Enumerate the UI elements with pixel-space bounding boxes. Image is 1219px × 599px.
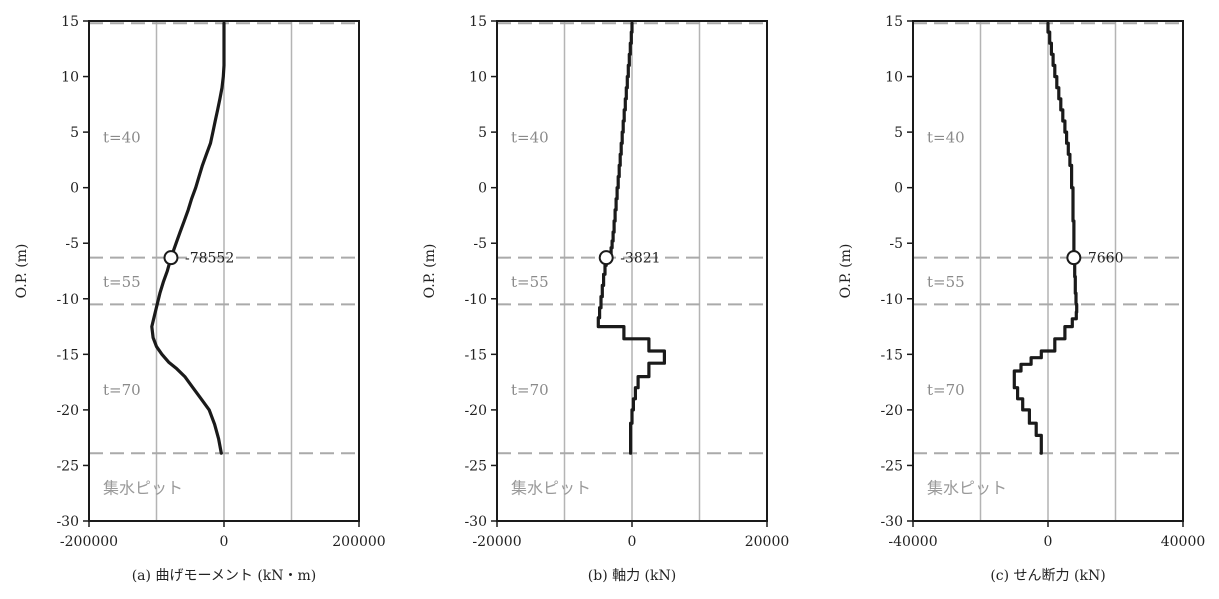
- zone-label: t=70: [103, 381, 141, 399]
- y-tick-label: 5: [478, 125, 487, 141]
- y-tick-label: -25: [880, 458, 903, 474]
- chart-caption: (a) 曲げモーメント (kN・m): [132, 568, 317, 584]
- pit-label: 集水ピット: [927, 479, 1007, 498]
- y-tick-label: -10: [464, 292, 487, 308]
- pit-label: 集水ピット: [103, 479, 183, 498]
- x-tick-label: 0: [220, 534, 229, 550]
- y-tick-label: -30: [56, 514, 79, 530]
- y-tick-label: 0: [70, 181, 79, 197]
- zone-label: t=55: [103, 273, 141, 291]
- x-tick-label: -40000: [888, 534, 937, 550]
- y-tick-label: -15: [56, 347, 79, 363]
- y-tick-label: 5: [70, 125, 79, 141]
- pit-label: 集水ピット: [511, 479, 591, 498]
- y-tick-label: 10: [885, 70, 903, 86]
- y-axis-label: O.P. (m): [422, 244, 438, 299]
- y-tick-label: 15: [61, 14, 79, 30]
- y-tick-label: 10: [469, 70, 487, 86]
- max-value-label: -3821: [620, 251, 660, 267]
- y-tick-label: -25: [56, 458, 79, 474]
- y-tick-label: 0: [894, 181, 903, 197]
- data-series-line: [596, 21, 667, 455]
- chart-caption: (c) せん断力 (kN): [990, 568, 1105, 584]
- x-tick-label: 40000: [1161, 534, 1206, 550]
- y-tick-label: -5: [65, 236, 79, 252]
- x-tick-label: 20000: [745, 534, 790, 550]
- max-marker: [1066, 250, 1082, 266]
- y-tick-label: 15: [469, 14, 487, 30]
- y-tick-label: -20: [464, 403, 487, 419]
- x-tick-label: 0: [628, 534, 637, 550]
- y-tick-label: 15: [885, 14, 903, 30]
- y-tick-label: -15: [464, 347, 487, 363]
- y-tick-label: 0: [478, 181, 487, 197]
- chart-panel-2: t=40 t=55 t=70 集水ピット 7660 15 10 5 0 -5 -10 -15 -20 -2…: [838, 14, 1205, 584]
- data-series-line: [150, 21, 226, 455]
- x-tick-label: -20000: [472, 534, 521, 550]
- max-value-label: -78552: [185, 251, 234, 267]
- zone-label: t=55: [927, 273, 965, 291]
- y-tick-label: -20: [880, 403, 903, 419]
- max-marker: [163, 250, 179, 266]
- zone-label: t=40: [927, 129, 965, 147]
- chart-panel-1: t=40 t=55 t=70 集水ピット -3821 15 10 5 0 -5 -10 -15 -20 -…: [422, 14, 789, 584]
- y-tick-label: -5: [889, 236, 903, 252]
- y-tick-label: -30: [880, 514, 903, 530]
- y-tick-label: -10: [880, 292, 903, 308]
- chart-caption: (b) 軸力 (kN): [588, 568, 676, 584]
- data-series-line: [1012, 21, 1079, 455]
- y-tick-label: 5: [894, 125, 903, 141]
- zone-label: t=40: [511, 129, 549, 147]
- y-tick-label: -5: [473, 236, 487, 252]
- y-axis-label: O.P. (m): [14, 244, 30, 299]
- y-tick-label: -30: [464, 514, 487, 530]
- x-tick-label: 200000: [332, 534, 385, 550]
- zone-label: t=55: [511, 273, 549, 291]
- chart-panel-0: t=40 t=55 t=70 集水ピット -78552 15 10 5 0 -5 -10 -15 -20…: [14, 14, 386, 584]
- y-tick-label: -10: [56, 292, 79, 308]
- y-tick-label: -25: [464, 458, 487, 474]
- zone-label: t=70: [511, 381, 549, 399]
- y-tick-label: -15: [880, 347, 903, 363]
- y-axis-label: O.P. (m): [838, 244, 854, 299]
- y-tick-label: -20: [56, 403, 79, 419]
- max-value-label: 7660: [1088, 251, 1124, 267]
- x-tick-label: -200000: [60, 534, 118, 550]
- zone-label: t=40: [103, 129, 141, 147]
- max-marker: [598, 250, 614, 266]
- zone-label: t=70: [927, 381, 965, 399]
- x-tick-label: 0: [1044, 534, 1053, 550]
- y-tick-label: 10: [61, 70, 79, 86]
